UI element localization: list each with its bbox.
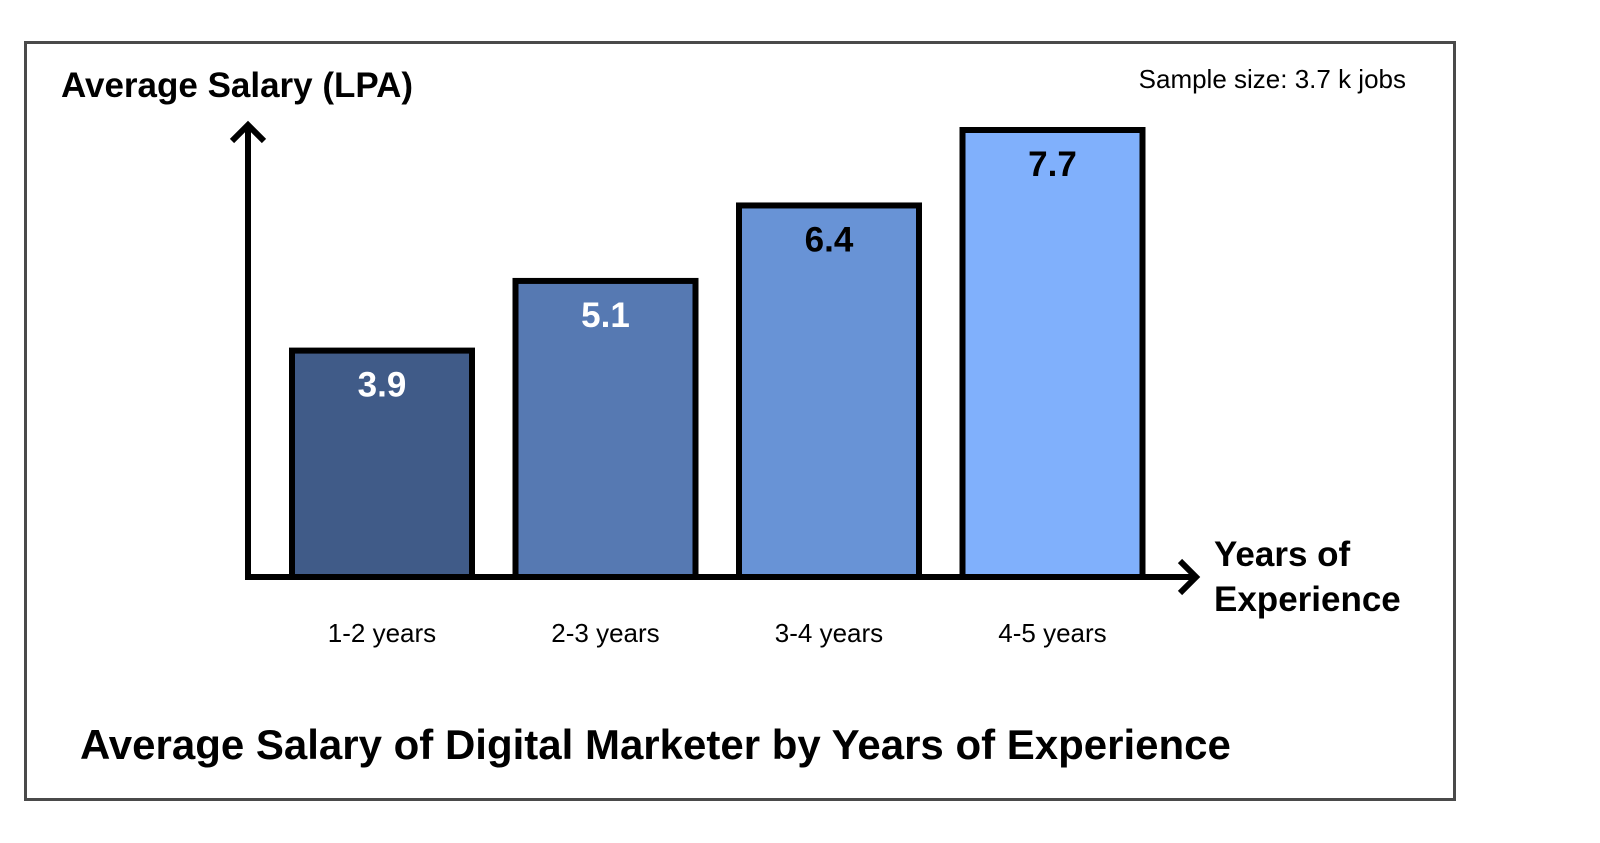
bar-value-label-4: 7.7 [1028,145,1077,184]
bar-1 [289,347,475,581]
y-axis-arrowhead [229,120,267,144]
sample-size-note: Sample size: 3.7 k jobs [1139,64,1406,94]
x-tick-labels: 1-2 years 2-3 years 3-4 years 4-5 years [328,618,1107,648]
bar-4 [959,127,1146,580]
x-tick-label-4: 4-5 years [998,618,1106,648]
x-axis-arrowhead [1177,558,1201,596]
chart-title: Average Salary of Digital Marketer by Ye… [80,721,1231,768]
bar-value-label-2: 5.1 [581,296,630,335]
bar-value-labels: 3.9 5.1 6.4 7.7 [358,145,1077,405]
bar-value-label-1: 3.9 [358,366,407,405]
x-axis-label-line-2: Experience [1214,580,1401,619]
x-tick-label-2: 2-3 years [551,618,659,648]
x-tick-label-1: 1-2 years [328,618,436,648]
bar-value-label-3: 6.4 [805,220,854,259]
y-axis-label: Average Salary (LPA) [61,66,413,105]
bar-3 [736,202,922,580]
bars-group [289,127,1146,581]
x-axis-label-line-1: Years of [1214,535,1351,574]
x-tick-label-3: 3-4 years [775,618,883,648]
